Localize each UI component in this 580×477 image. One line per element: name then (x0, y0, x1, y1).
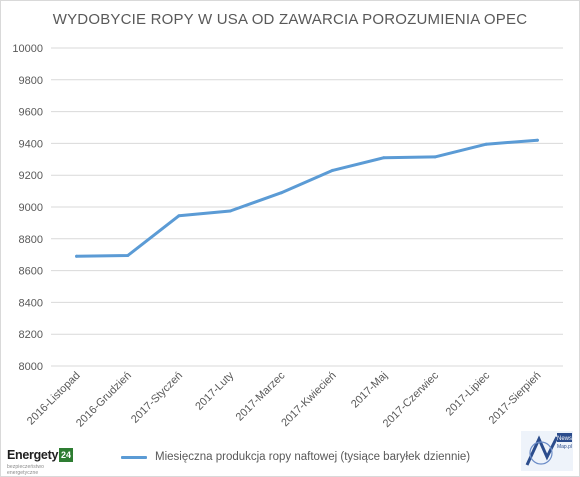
y-tick-label: 9200 (19, 170, 43, 182)
newsmap-logo: News Map.pl (521, 431, 573, 471)
x-tick-label: 2017-Luty (193, 369, 236, 412)
y-tick-label: 8200 (19, 329, 43, 341)
series-layer (75, 138, 539, 258)
data-point (433, 155, 437, 159)
chart-title: WYDOBYCIE ROPY W USA OD ZAWARCIA POROZUM… (52, 11, 528, 28)
y-tick-label: 8000 (19, 361, 43, 373)
y-tick-label: 8400 (19, 297, 43, 309)
data-point (331, 168, 335, 172)
y-axis-ticks: 8000 8200 8400 8600 8800 9000 9200 9400 9600 9800… (12, 43, 43, 373)
x-tick-label: 2017-Lipiec (444, 369, 493, 418)
newsmap-top-text: News (557, 436, 572, 442)
y-tick-label: 9800 (19, 75, 43, 87)
logo-brand: Energetyka (7, 448, 72, 462)
y-tick-label: 8800 (19, 234, 43, 246)
gridlines (51, 47, 563, 367)
data-point (126, 253, 130, 257)
legend-swatch (121, 455, 147, 459)
x-tick-label: 2017-Sierpień (487, 370, 544, 427)
data-point (484, 142, 488, 146)
legend: Miesięczna produkcja ropy naftowej (tysi… (121, 449, 470, 465)
x-tick-label: 2017-Styczeń (129, 370, 185, 426)
logo-badge: 24 (59, 448, 73, 462)
x-tick-label: 2016-Grudzień (74, 370, 134, 430)
x-tick-label: 2017-Maj (349, 370, 390, 411)
x-tick-label: 2017-Marzec (234, 369, 288, 423)
y-tick-label: 9000 (19, 202, 43, 214)
x-tick-label: 2017-Czerwiec (381, 369, 442, 430)
legend-label: Miesięczna produkcja ropy naftowej (tysi… (155, 451, 471, 463)
data-point (382, 156, 386, 160)
series-line (75, 138, 539, 258)
data-point (228, 209, 232, 213)
data-point (177, 214, 181, 218)
x-tick-label: 2016-Listopad (25, 370, 83, 428)
y-tick-label: 9600 (19, 107, 43, 119)
data-point (75, 254, 79, 258)
x-tick-label: 2017-Kwiecień (279, 370, 339, 430)
data-point (279, 191, 283, 195)
logo-tagline: bezpieczeństwo energetyczne (7, 464, 44, 476)
y-tick-label: 10000 (12, 43, 43, 55)
y-tick-label: 8600 (19, 266, 43, 278)
energetyka24-logo: Energetyka 24 bezpieczeństwo energetyczn… (7, 448, 75, 476)
newsmap-bottom-text: Map.pl (557, 444, 572, 450)
data-point (535, 138, 539, 142)
y-tick-label: 9400 (19, 138, 43, 150)
